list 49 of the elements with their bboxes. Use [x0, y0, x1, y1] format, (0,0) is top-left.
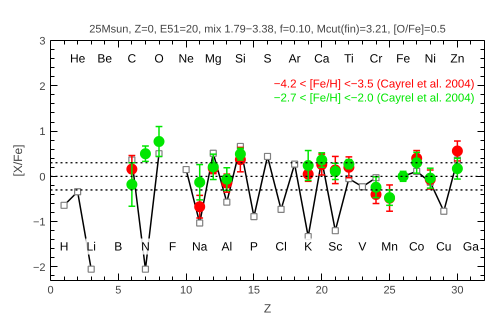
- annotation: Ni: [424, 52, 436, 66]
- chart-title: 25Msun, Z=0, E51=20, mix 1.79−3.38, f=0.10, Mcut(fin)=3.21, [O/Fe]=0.5: [89, 24, 446, 36]
- y-tick-label: −1: [32, 216, 46, 229]
- y-tick-label: −2: [32, 262, 46, 274]
- x-tick-label: 30: [451, 284, 464, 296]
- annotation: F: [168, 240, 176, 254]
- annotation: Ti: [344, 52, 354, 66]
- annotation: K: [304, 240, 312, 254]
- text: −4.2 < [Fe/H] <−3.5 (Cayrel et al. 2004): [274, 78, 475, 90]
- annotation: Mg: [204, 52, 222, 66]
- x-tick-label: 0: [47, 284, 54, 296]
- annotation: C: [128, 52, 137, 66]
- annotation: Sc: [328, 240, 342, 254]
- annotation: Zn: [450, 52, 464, 66]
- annotation: V: [358, 240, 366, 254]
- annotation: N: [141, 240, 150, 254]
- x-tick-label: 20: [316, 284, 328, 296]
- annotation: Ca: [314, 52, 330, 66]
- y-tick-label: 2: [39, 80, 46, 93]
- x-axis-title: Z: [264, 302, 272, 316]
- annotation: He: [70, 52, 86, 66]
- x-tick-label: 5: [115, 284, 122, 296]
- annotation: O: [154, 52, 164, 66]
- annotation: Cu: [436, 240, 452, 254]
- y-tick-label: 3: [39, 36, 46, 48]
- annotation: Be: [97, 52, 112, 66]
- annotation: Fe: [396, 52, 410, 66]
- annotation: P: [250, 240, 258, 254]
- annotation: Ne: [178, 52, 194, 66]
- y-tick-label: 0: [39, 171, 46, 184]
- annotation: Na: [192, 240, 208, 254]
- annotation: H: [60, 240, 68, 254]
- annotation: Cl: [275, 240, 287, 254]
- x-tick-label: 25: [383, 284, 396, 296]
- y-tick-label: 1: [39, 126, 46, 138]
- annotation: S: [264, 52, 272, 66]
- x-tick-label: 15: [248, 284, 260, 296]
- annotation: B: [114, 240, 122, 254]
- annotation: Mn: [381, 240, 398, 254]
- annotation: Al: [221, 240, 232, 254]
- annotation: Si: [235, 52, 246, 66]
- x-tick-label: 10: [180, 284, 192, 296]
- annotation: Li: [86, 240, 96, 254]
- annotation: Cr: [370, 52, 382, 66]
- y-axis-title: [X/Fe]: [10, 144, 25, 177]
- annotation: Ar: [288, 52, 301, 66]
- annotation: Co: [409, 240, 425, 254]
- annotation: Ga: [462, 240, 480, 254]
- text: −2.7 < [Fe/H] <−2.0 (Cayrel et al. 2004): [274, 92, 475, 104]
